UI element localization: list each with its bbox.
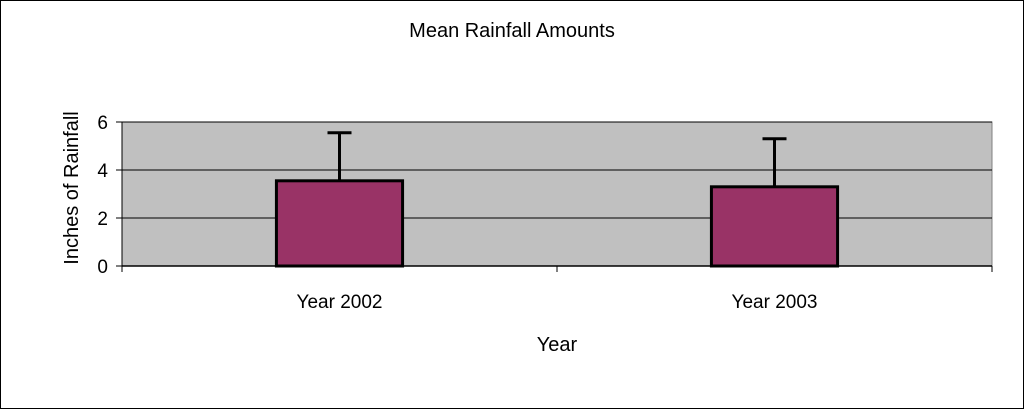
chart-title: Mean Rainfall Amounts [409, 20, 615, 42]
y-tick-label-2: 4 [97, 161, 108, 182]
x-axis-label: Year [537, 334, 578, 356]
x-tick-label-1: Year 2003 [732, 292, 818, 313]
y-tick-label-3: 6 [97, 113, 108, 134]
axes [116, 121, 993, 272]
bar-0 [274, 179, 405, 268]
x-tick-label-0: Year 2002 [297, 292, 383, 313]
y-tick-label-1: 2 [97, 209, 108, 230]
gridlines [122, 121, 992, 219]
y-axis-label: Inches of Rainfall [61, 111, 83, 264]
error-bars [327, 131, 787, 187]
y-tick-labels: 0 2 4 6 [97, 113, 108, 278]
plot-area [121, 121, 993, 267]
y-tick-label-0: 0 [97, 257, 108, 278]
x-tick-labels: Year 2002 Year 2003 [297, 292, 818, 313]
bar-1 [709, 185, 840, 268]
